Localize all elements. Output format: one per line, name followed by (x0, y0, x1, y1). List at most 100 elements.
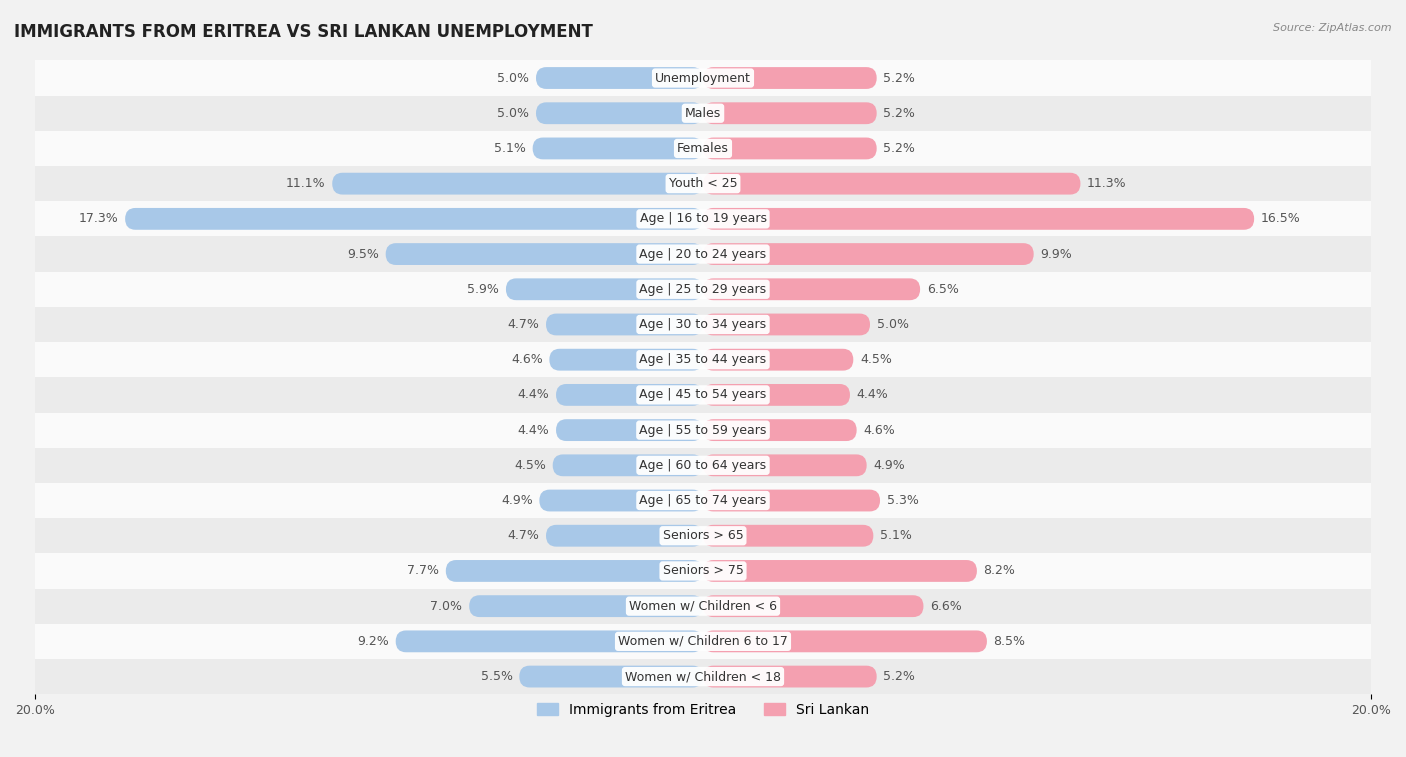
FancyBboxPatch shape (533, 138, 703, 160)
FancyBboxPatch shape (703, 208, 1254, 230)
Text: 5.2%: 5.2% (883, 71, 915, 85)
FancyBboxPatch shape (519, 665, 703, 687)
FancyBboxPatch shape (703, 454, 866, 476)
Text: 4.9%: 4.9% (501, 494, 533, 507)
Text: Age | 16 to 19 years: Age | 16 to 19 years (640, 213, 766, 226)
FancyBboxPatch shape (703, 279, 920, 301)
FancyBboxPatch shape (546, 525, 703, 547)
Bar (35, 659, 1371, 694)
Text: Females: Females (678, 142, 728, 155)
Bar (35, 483, 1371, 518)
Text: Women w/ Children 6 to 17: Women w/ Children 6 to 17 (619, 635, 787, 648)
Text: 5.9%: 5.9% (467, 283, 499, 296)
Bar (35, 201, 1371, 236)
Text: 6.6%: 6.6% (931, 600, 962, 612)
Bar (35, 307, 1371, 342)
Text: 4.7%: 4.7% (508, 529, 540, 542)
FancyBboxPatch shape (553, 454, 703, 476)
Text: Unemployment: Unemployment (655, 71, 751, 85)
Text: 4.6%: 4.6% (863, 424, 896, 437)
Text: 5.0%: 5.0% (498, 71, 529, 85)
FancyBboxPatch shape (703, 419, 856, 441)
Text: Seniors > 75: Seniors > 75 (662, 565, 744, 578)
Text: 11.1%: 11.1% (285, 177, 326, 190)
Text: 8.5%: 8.5% (994, 635, 1025, 648)
Text: 8.2%: 8.2% (984, 565, 1015, 578)
FancyBboxPatch shape (332, 173, 703, 195)
Text: Males: Males (685, 107, 721, 120)
Text: 5.2%: 5.2% (883, 670, 915, 683)
FancyBboxPatch shape (703, 173, 1080, 195)
Text: Age | 30 to 34 years: Age | 30 to 34 years (640, 318, 766, 331)
Text: 7.7%: 7.7% (408, 565, 439, 578)
Text: 4.6%: 4.6% (510, 354, 543, 366)
Text: Age | 35 to 44 years: Age | 35 to 44 years (640, 354, 766, 366)
Text: Women w/ Children < 6: Women w/ Children < 6 (628, 600, 778, 612)
Bar (35, 95, 1371, 131)
FancyBboxPatch shape (703, 67, 877, 89)
FancyBboxPatch shape (125, 208, 703, 230)
Text: 4.4%: 4.4% (517, 424, 550, 437)
FancyBboxPatch shape (385, 243, 703, 265)
Bar (35, 518, 1371, 553)
Text: Women w/ Children < 18: Women w/ Children < 18 (626, 670, 780, 683)
Text: Age | 20 to 24 years: Age | 20 to 24 years (640, 248, 766, 260)
Bar (35, 624, 1371, 659)
Text: Age | 25 to 29 years: Age | 25 to 29 years (640, 283, 766, 296)
FancyBboxPatch shape (703, 138, 877, 160)
FancyBboxPatch shape (703, 595, 924, 617)
Text: Source: ZipAtlas.com: Source: ZipAtlas.com (1274, 23, 1392, 33)
Text: 5.3%: 5.3% (887, 494, 918, 507)
Text: 5.0%: 5.0% (877, 318, 908, 331)
Bar (35, 272, 1371, 307)
FancyBboxPatch shape (703, 560, 977, 582)
FancyBboxPatch shape (703, 102, 877, 124)
Text: Age | 55 to 59 years: Age | 55 to 59 years (640, 424, 766, 437)
Text: 11.3%: 11.3% (1087, 177, 1126, 190)
Bar (35, 447, 1371, 483)
Bar (35, 413, 1371, 447)
Text: 16.5%: 16.5% (1261, 213, 1301, 226)
Bar (35, 236, 1371, 272)
FancyBboxPatch shape (536, 102, 703, 124)
Text: 4.5%: 4.5% (860, 354, 891, 366)
Text: Age | 60 to 64 years: Age | 60 to 64 years (640, 459, 766, 472)
Bar (35, 553, 1371, 588)
Text: 4.4%: 4.4% (856, 388, 889, 401)
Text: 9.5%: 9.5% (347, 248, 380, 260)
Text: 5.1%: 5.1% (494, 142, 526, 155)
FancyBboxPatch shape (703, 313, 870, 335)
Text: 5.2%: 5.2% (883, 107, 915, 120)
FancyBboxPatch shape (546, 313, 703, 335)
Text: Age | 45 to 54 years: Age | 45 to 54 years (640, 388, 766, 401)
FancyBboxPatch shape (395, 631, 703, 653)
FancyBboxPatch shape (555, 419, 703, 441)
FancyBboxPatch shape (703, 384, 851, 406)
Bar (35, 342, 1371, 377)
Text: 5.1%: 5.1% (880, 529, 912, 542)
Text: 4.4%: 4.4% (517, 388, 550, 401)
Text: 4.7%: 4.7% (508, 318, 540, 331)
FancyBboxPatch shape (446, 560, 703, 582)
FancyBboxPatch shape (470, 595, 703, 617)
Text: 9.9%: 9.9% (1040, 248, 1073, 260)
Text: 4.9%: 4.9% (873, 459, 905, 472)
Text: 6.5%: 6.5% (927, 283, 959, 296)
FancyBboxPatch shape (550, 349, 703, 371)
FancyBboxPatch shape (703, 631, 987, 653)
Bar (35, 166, 1371, 201)
FancyBboxPatch shape (540, 490, 703, 512)
FancyBboxPatch shape (703, 525, 873, 547)
Text: Youth < 25: Youth < 25 (669, 177, 737, 190)
FancyBboxPatch shape (703, 665, 877, 687)
FancyBboxPatch shape (703, 243, 1033, 265)
Legend: Immigrants from Eritrea, Sri Lankan: Immigrants from Eritrea, Sri Lankan (531, 697, 875, 722)
Bar (35, 131, 1371, 166)
Text: Seniors > 65: Seniors > 65 (662, 529, 744, 542)
Text: 5.5%: 5.5% (481, 670, 513, 683)
Bar (35, 61, 1371, 95)
FancyBboxPatch shape (536, 67, 703, 89)
Text: 5.2%: 5.2% (883, 142, 915, 155)
Text: 5.0%: 5.0% (498, 107, 529, 120)
Text: 17.3%: 17.3% (79, 213, 118, 226)
